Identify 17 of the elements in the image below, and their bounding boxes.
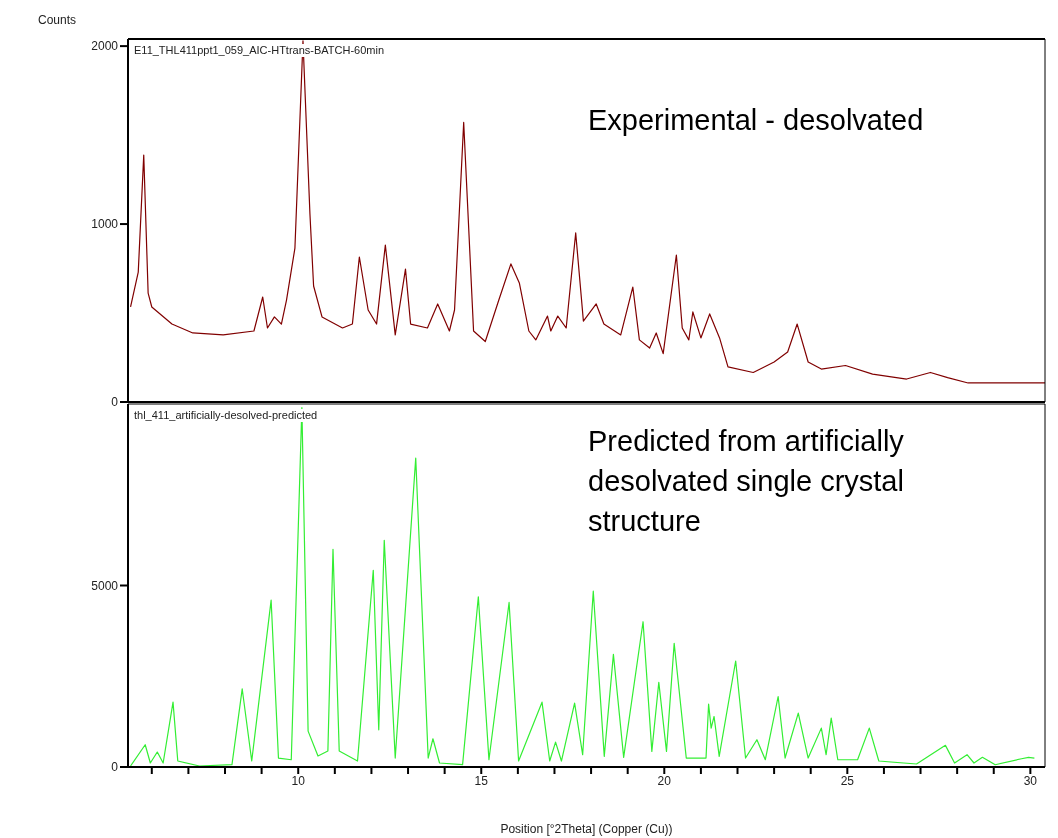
x-tick-label: 10	[291, 773, 306, 788]
y-tick-label: 0	[111, 395, 119, 410]
series-label: thl_411_artificially-desolved-predicted	[134, 409, 318, 422]
x-axis-title: Position [°2Theta] (Copper (Cu))	[500, 822, 673, 836]
annotation: Experimental - desolvated	[588, 103, 925, 138]
line-series	[129, 407, 1035, 767]
annotation: Predicted from artificially desolvated single crystal structure	[588, 424, 905, 539]
y-tick-label: 5000	[91, 578, 119, 593]
text: E11_THL411ppt1_059_AIC-HTtrans-BATCH-60min	[134, 44, 385, 57]
x-tick-label: 15	[474, 773, 489, 788]
y-tick-label: 2000	[91, 39, 119, 54]
y-tick-label: 1000	[91, 217, 119, 232]
y-tick-label: 0	[111, 760, 119, 775]
x-tick-label: 20	[657, 773, 672, 788]
y-axis-title: Counts	[38, 13, 77, 27]
x-tick-label: 25	[840, 773, 855, 788]
x-tick-label: 30	[1023, 773, 1038, 788]
